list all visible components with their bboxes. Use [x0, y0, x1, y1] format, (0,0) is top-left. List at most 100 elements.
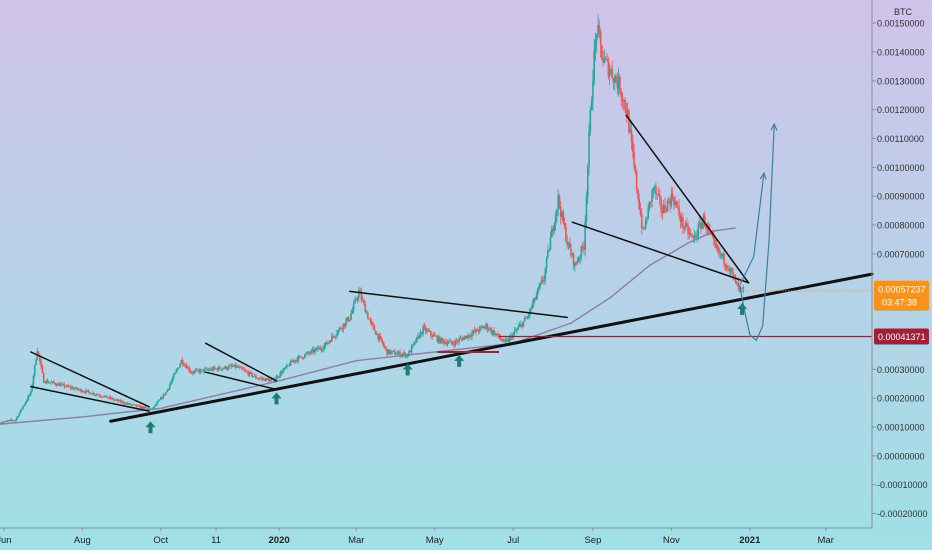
candle [652, 186, 655, 199]
candle [617, 67, 620, 97]
candle [720, 252, 723, 260]
candle [419, 329, 422, 339]
candle [172, 372, 175, 381]
candle-body [662, 204, 665, 213]
candle-body [266, 378, 269, 380]
candle [530, 306, 532, 314]
candle [314, 347, 316, 355]
candle [10, 418, 13, 422]
candle-body [489, 328, 491, 330]
candle-body [740, 288, 742, 290]
candle-body [616, 81, 619, 89]
candle-body [394, 351, 396, 355]
candle [657, 187, 660, 197]
candle [221, 368, 224, 372]
candle-body [734, 276, 737, 284]
candle-body [415, 337, 418, 343]
candle-body [103, 396, 105, 398]
candle-body [676, 205, 679, 207]
candle [466, 335, 468, 340]
candle-body [412, 344, 414, 347]
candle-body [166, 389, 168, 393]
candle-body [579, 256, 581, 259]
candle [640, 208, 643, 235]
candle [646, 216, 648, 225]
candle-body [325, 342, 328, 345]
candle-body [257, 378, 260, 380]
candle [430, 330, 432, 339]
candle-body [309, 353, 311, 355]
candle [171, 376, 174, 384]
candle-body [315, 347, 318, 350]
candle-body [144, 406, 147, 408]
time-axis[interactable]: Jun Aug Oct 11 2020 Mar May Jul Sep Nov 2021 Mar [0, 528, 834, 546]
candle [345, 317, 347, 329]
candle [292, 358, 295, 364]
candle-body [113, 399, 116, 401]
candle-body [496, 334, 499, 335]
candle-body [417, 335, 419, 338]
candle-body [480, 326, 482, 328]
candle [208, 368, 211, 371]
candle [424, 324, 427, 335]
candle [590, 96, 593, 111]
candle [387, 349, 390, 355]
candle [674, 195, 677, 208]
candle [222, 367, 225, 370]
candle [18, 412, 21, 417]
candle [611, 61, 614, 80]
candle-body [310, 350, 313, 354]
candle [269, 378, 271, 382]
candle [553, 222, 556, 235]
candle [249, 370, 252, 375]
candle [658, 189, 661, 206]
candle [199, 368, 202, 375]
candle-body [683, 228, 686, 229]
candle [376, 331, 378, 336]
candle [462, 335, 464, 342]
candle-body [454, 340, 457, 346]
price-axis[interactable]: 0.00150000 0.00140000 0.00130000 0.00120000… [872, 19, 928, 519]
candle-body [122, 401, 125, 404]
candle [310, 349, 313, 355]
candle-body [446, 342, 449, 345]
candle-body [22, 406, 24, 409]
candle-body [507, 339, 509, 342]
candle [58, 381, 60, 387]
candle [116, 398, 118, 402]
candle-body [395, 354, 397, 356]
candle [405, 354, 408, 359]
candle-body [185, 365, 188, 369]
projection-arrowhead [759, 171, 767, 180]
candle-body [31, 384, 33, 392]
candle-body [692, 236, 695, 238]
candle-body [186, 367, 189, 369]
y-tick-label: 0.00110000 [877, 134, 924, 144]
candle-body [604, 58, 607, 60]
candle-body [211, 368, 214, 371]
candle-body [68, 386, 71, 388]
candle-body [64, 386, 67, 388]
candle [713, 230, 715, 247]
candle-body [193, 371, 196, 374]
candle [397, 350, 400, 356]
candle [728, 264, 731, 275]
candle-body [608, 71, 611, 77]
candle-body [457, 341, 459, 342]
support-price-tag: 0.00041371 [874, 328, 929, 345]
candle [252, 376, 255, 378]
candle-body [37, 351, 40, 355]
candle [724, 264, 727, 271]
candle-body [423, 326, 426, 328]
candle-body [725, 265, 728, 269]
candle [287, 364, 289, 366]
candle [732, 267, 734, 281]
candle-body [460, 338, 463, 340]
candle [736, 281, 738, 286]
candle [194, 368, 197, 374]
candle [437, 334, 440, 344]
candle [244, 368, 247, 372]
x-tick-label: 2020 [269, 535, 290, 546]
candle [341, 327, 343, 332]
candle [678, 199, 680, 219]
